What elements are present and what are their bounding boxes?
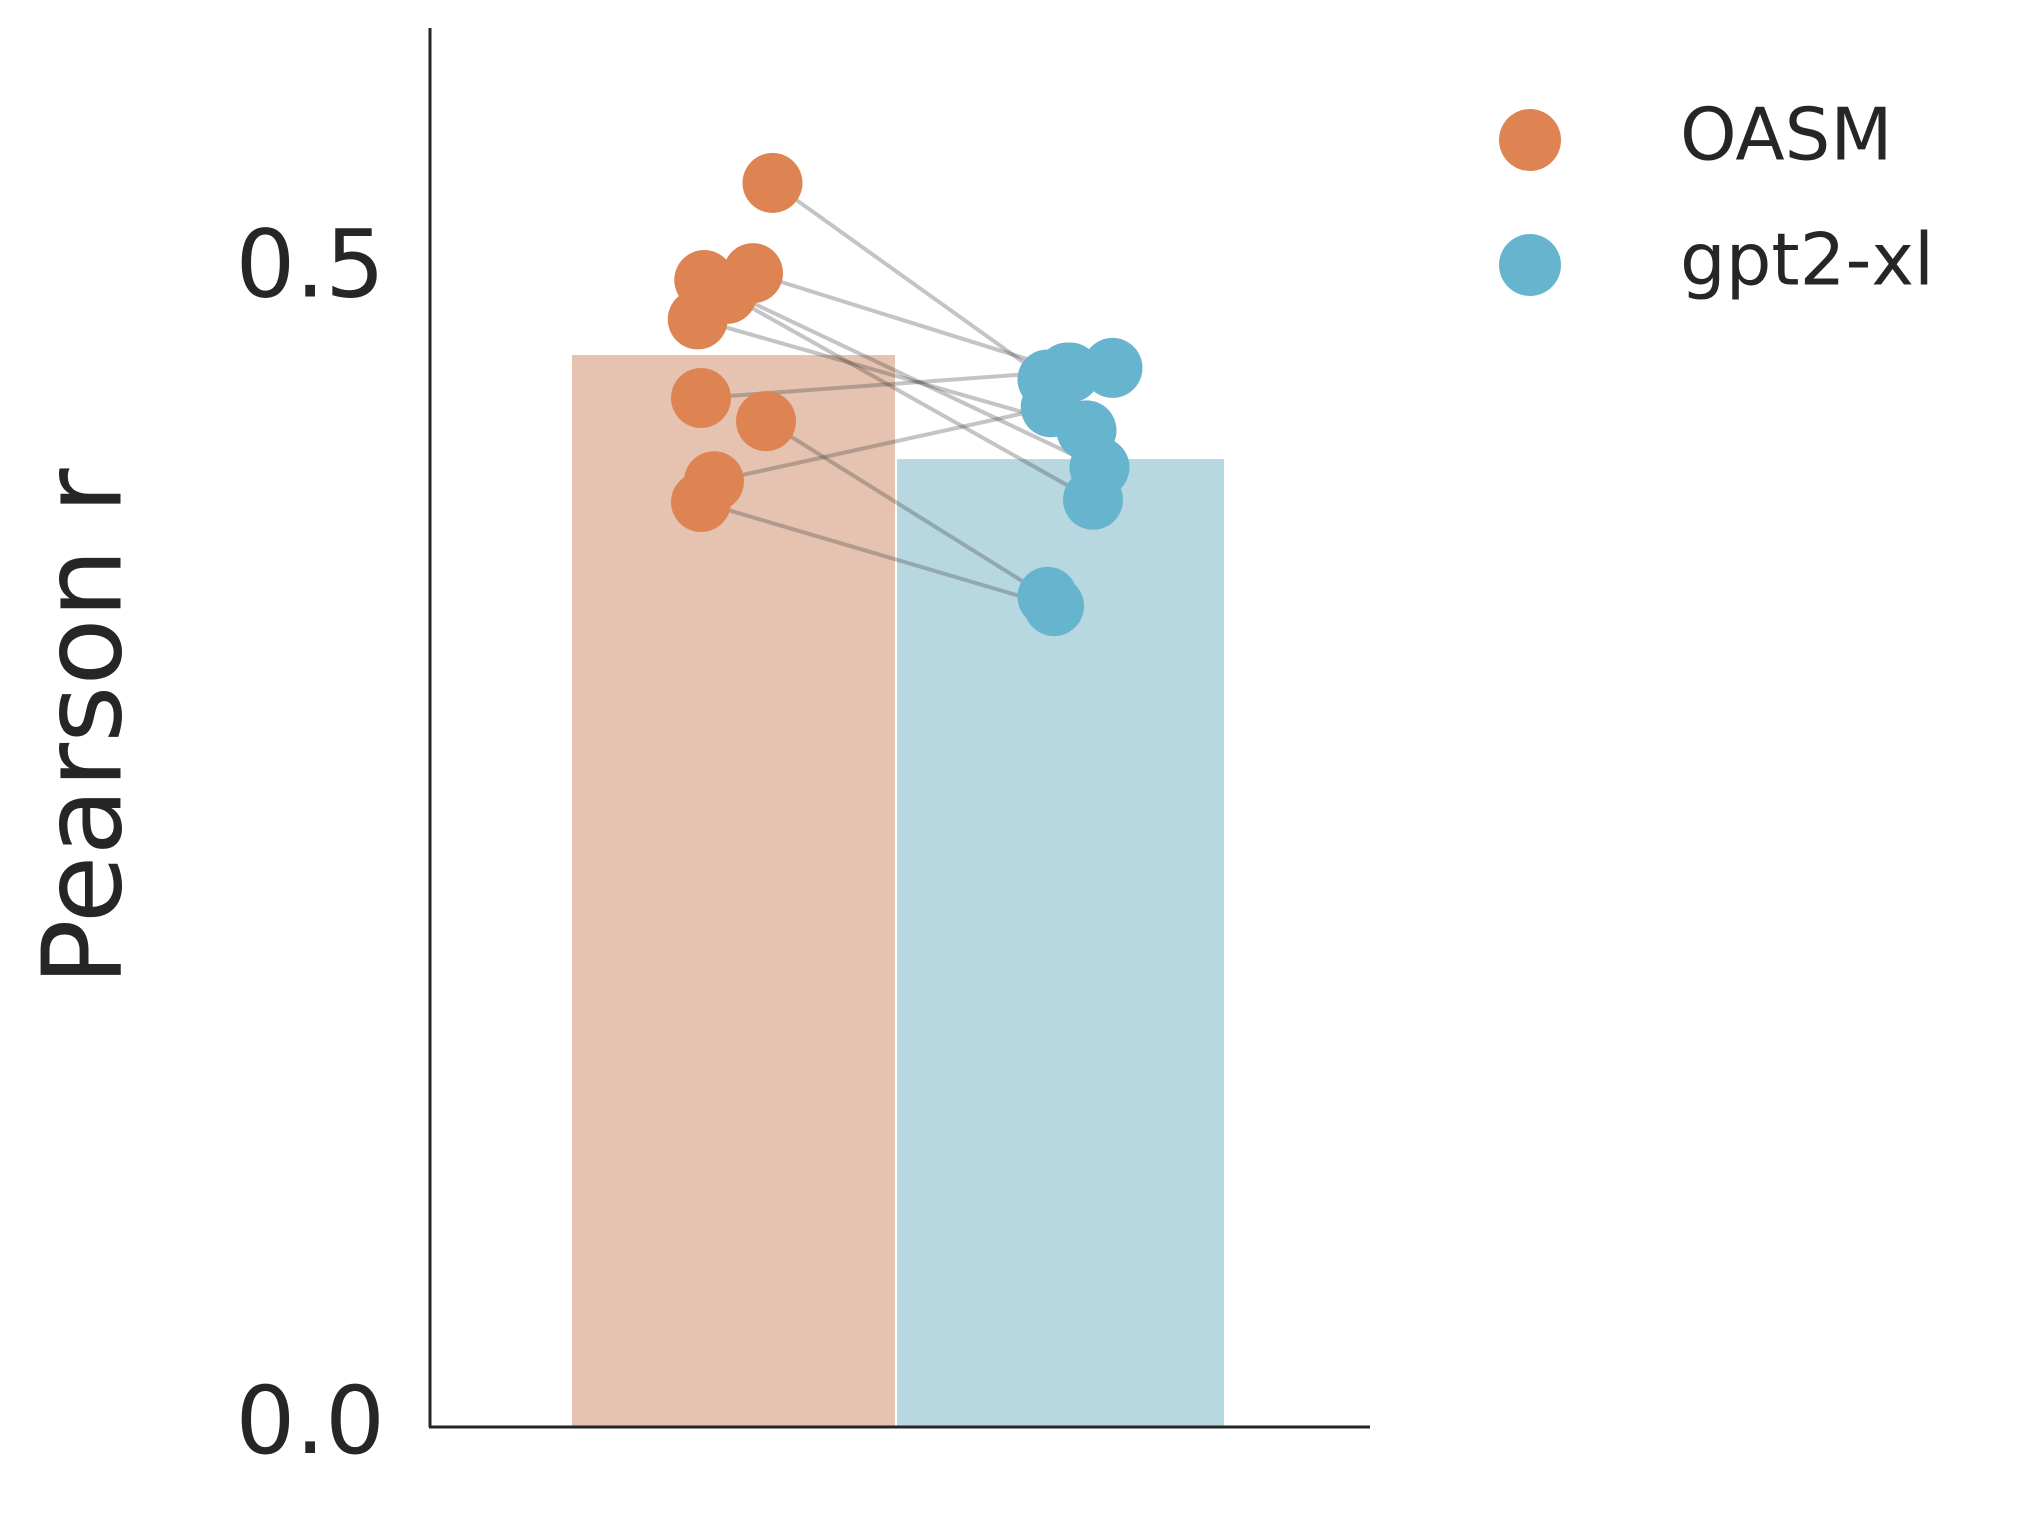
legend-marker-OASM — [1499, 109, 1561, 171]
legend: OASM gpt2-xl — [1499, 93, 1934, 302]
legend-marker-gpt2-xl — [1499, 234, 1561, 296]
paired-line — [713, 405, 1052, 484]
point-OASM — [671, 472, 731, 533]
point-OASM — [671, 367, 731, 428]
paired-line — [771, 181, 1049, 382]
point-OASM — [742, 152, 803, 213]
bars-layer — [570, 353, 1226, 1428]
point-gpt2-xl — [1063, 469, 1123, 530]
legend-label: gpt2-xl — [1680, 218, 1934, 302]
point-gpt2-xl — [1024, 576, 1084, 637]
paired-line — [700, 500, 1055, 609]
y-axis-label: Pearson r — [18, 468, 146, 986]
legend-label: OASM — [1680, 93, 1892, 177]
point-OASM — [736, 391, 796, 452]
paired-line — [752, 271, 1071, 375]
point-gpt2-xl — [1082, 337, 1143, 398]
y-tick-label: 0.0 — [236, 1367, 386, 1476]
paired-line — [764, 419, 1049, 599]
y-tick-label: 0.5 — [236, 211, 386, 320]
point-OASM — [667, 289, 728, 350]
y-tick-labels: 0.0 0.5 — [236, 211, 386, 1476]
paired-line — [703, 278, 1101, 470]
paired-line — [726, 292, 1094, 502]
points-layer — [667, 152, 1143, 637]
bar-OASM — [570, 353, 897, 1428]
